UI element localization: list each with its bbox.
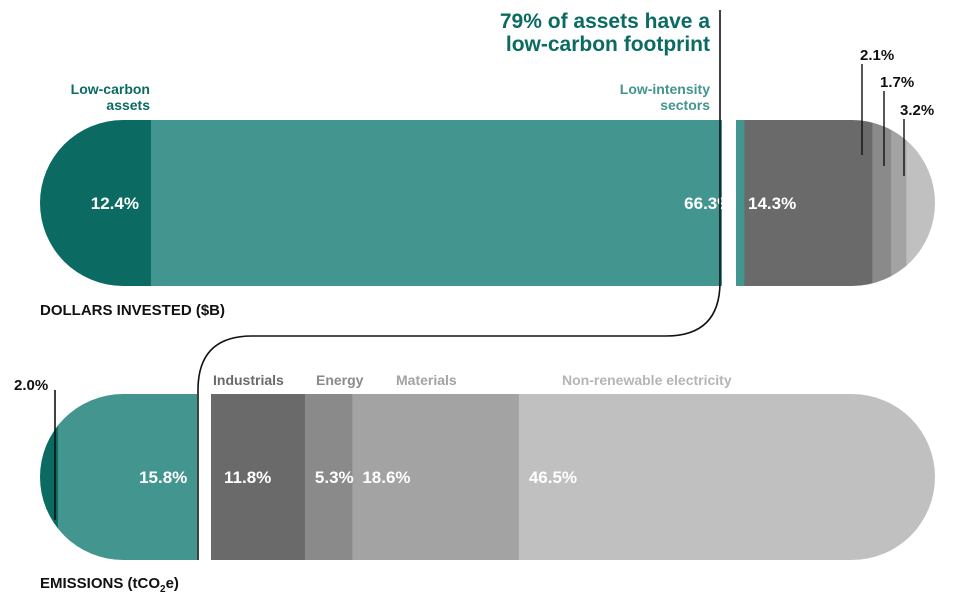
emissions-title-main: EMISSIONS (tCO <box>40 575 160 592</box>
emissions-energy-segment <box>304 394 353 560</box>
emissions-non-renewable-electricity-category-label: Non-renewable electricity <box>562 372 732 388</box>
callout-line-1: 79% of assets have a <box>500 10 710 33</box>
dollars-low-carbon-assets-value-label: 12.4% <box>91 194 139 213</box>
emissions-non-renewable-electricity-segment <box>518 394 935 560</box>
emissions-title-subscript: 2 <box>160 584 166 595</box>
emissions-industrials-segment <box>199 394 306 560</box>
emissions-labels: 15.8% 11.8% Industrials 5.3% Energy 18.6% Mate… <box>14 372 732 520</box>
emissions-divider-gap <box>197 388 211 566</box>
dollars-low-carbon-assets-category-label: Low-carbon <box>71 81 150 97</box>
emissions-low-intensity-sectors-value-label: 15.8% <box>139 468 187 487</box>
dollars-non-renewable-electricity-value-label: 3.2% <box>900 102 934 119</box>
dollars-industrials-segment <box>744 120 873 286</box>
emissions-low-carbon-assets-value-label: 2.0% <box>14 377 48 394</box>
dollars-low-intensity-sectors-value-label: 66.3% <box>684 194 732 213</box>
dollars-materials-value-label: 1.7% <box>880 74 914 91</box>
dollars-low-intensity-sectors-segment <box>150 120 745 286</box>
emissions-industrials-value-label: 11.8% <box>224 468 271 487</box>
low-carbon-split-line <box>197 10 721 560</box>
dollars-row-title: DOLLARS INVESTED ($B) <box>40 302 225 319</box>
emissions-energy-value-label: 5.3% <box>315 468 354 487</box>
dollars-low-carbon-assets-category-label: assets <box>106 97 150 113</box>
emissions-low-intensity-sectors-segment <box>57 394 200 560</box>
dollars-industrials-value-label: 14.3% <box>748 194 796 213</box>
dollars-low-intensity-sectors-category-label: sectors <box>660 97 710 113</box>
dollars-materials-segment <box>891 120 907 286</box>
dollars-bar <box>40 120 935 286</box>
emissions-materials-category-label: Materials <box>396 372 457 388</box>
emissions-materials-segment <box>352 394 520 560</box>
emissions-energy-category-label: Energy <box>316 372 364 388</box>
emissions-industrials-category-label: Industrials <box>213 372 284 388</box>
dollars-non-renewable-electricity-segment <box>906 120 935 286</box>
emissions-materials-value-label: 18.6% <box>362 468 410 487</box>
low-carbon-divider-gap <box>722 114 736 292</box>
emissions-title-end: e) <box>166 575 179 592</box>
dollars-energy-segment <box>872 120 892 286</box>
callout-line-2: low-carbon footprint <box>506 33 710 56</box>
dollars-low-intensity-sectors-category-label: Low-intensity <box>620 81 710 97</box>
dollars-energy-value-label: 2.1% <box>860 47 894 64</box>
emissions-row-title: EMISSIONS (tCO2e) <box>40 575 179 595</box>
emissions-non-renewable-electricity-value-label: 46.5% <box>529 468 577 487</box>
emissions-bar <box>40 394 935 560</box>
